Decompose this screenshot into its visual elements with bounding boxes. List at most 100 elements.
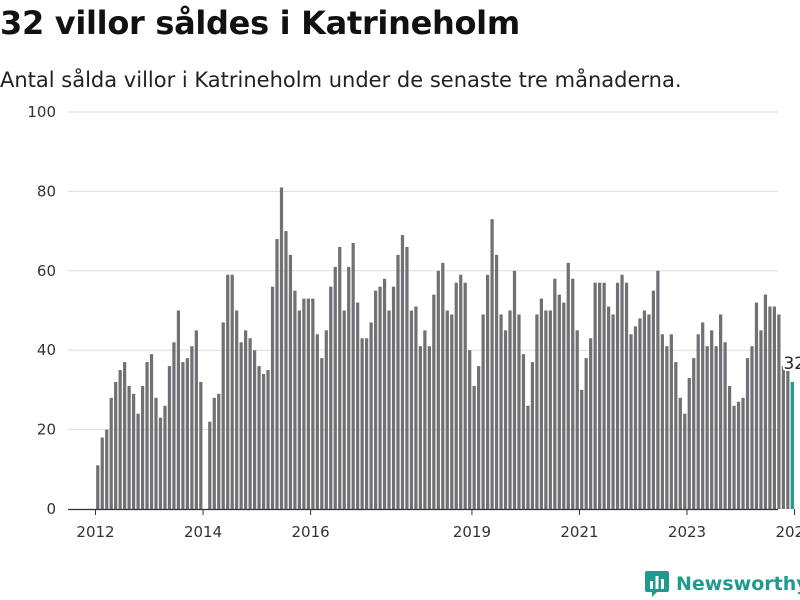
bar [382,278,387,509]
bar [212,397,216,509]
bar [633,326,638,509]
bar [750,346,754,509]
data-labels: 32 [781,352,800,376]
bar [656,270,660,509]
bar [562,302,566,509]
y-tick-label: 60 [37,262,56,280]
bar [378,286,382,509]
bar [714,346,718,509]
bar [208,421,212,509]
bar [494,254,499,509]
bar [136,413,140,509]
bar [611,314,615,509]
chart-subtitle: Antal sålda villor i Katrineholm under d… [0,68,682,92]
bar [530,362,535,509]
bar [620,274,624,509]
bar [436,270,440,509]
bar [539,298,543,509]
bar [606,306,611,509]
bar [248,338,252,509]
y-axis: 0 20 40 60 80 100 [27,103,56,518]
bar [526,405,530,509]
bar [324,330,328,509]
y-tick-label: 100 [27,103,56,121]
bar [521,354,526,509]
bar [687,377,691,509]
bar [441,262,445,509]
bar [580,389,584,509]
bar [109,397,113,509]
bar [275,239,279,510]
bar [167,366,172,509]
bar [772,306,777,509]
bar [598,282,602,509]
bar [387,310,391,509]
bar [642,310,647,509]
bar [593,282,597,509]
bar [615,282,620,509]
bar [584,358,588,509]
bar [373,290,378,509]
bar [158,417,163,509]
bar [391,286,396,509]
x-tick-label: 2019 [453,523,491,541]
bar [423,330,427,509]
bar [194,330,198,509]
bar [320,358,324,509]
bar-chart-logo-icon [645,571,669,597]
bar [244,330,248,509]
chart-title: 32 villor såldes i Katrineholm [0,4,520,42]
bar [405,246,409,510]
bar [535,314,539,509]
bar [459,274,463,509]
bar [239,342,243,509]
bar [145,362,149,509]
bar [306,298,310,509]
brand-name: Newsworthy [676,573,800,595]
bar [114,381,118,509]
bar [400,235,405,509]
x-tick-label: 2014 [184,523,222,541]
y-tick-label: 0 [46,500,56,518]
bar [432,294,436,509]
bar [181,362,185,509]
bar [723,342,727,509]
bar [315,334,319,509]
bar [163,405,167,509]
bar [342,310,346,509]
bar [741,397,745,509]
bar [414,306,418,509]
bar [418,346,423,509]
y-tick-label: 20 [37,421,56,439]
bar [710,330,714,509]
bar [781,366,785,509]
bar [777,314,781,509]
bar [759,330,763,509]
bar [360,338,364,509]
bar [252,350,257,509]
bar [450,314,454,509]
bar [369,322,373,509]
bar [131,393,136,509]
bar [647,314,651,509]
bar [257,366,261,509]
bar [736,401,741,509]
bar [96,465,100,509]
bar [463,282,467,509]
y-tick-label: 80 [37,182,56,200]
bar [409,310,414,509]
bar [548,310,552,509]
bar [696,334,700,509]
bar [445,310,449,509]
bar [768,306,772,509]
bar [665,346,669,509]
bar [763,294,768,509]
bar [396,254,400,509]
bar [705,346,709,509]
bars [96,187,794,510]
bar [347,266,351,509]
bar [589,338,593,509]
bar [149,354,154,509]
x-tick-label: 2023 [668,523,706,541]
